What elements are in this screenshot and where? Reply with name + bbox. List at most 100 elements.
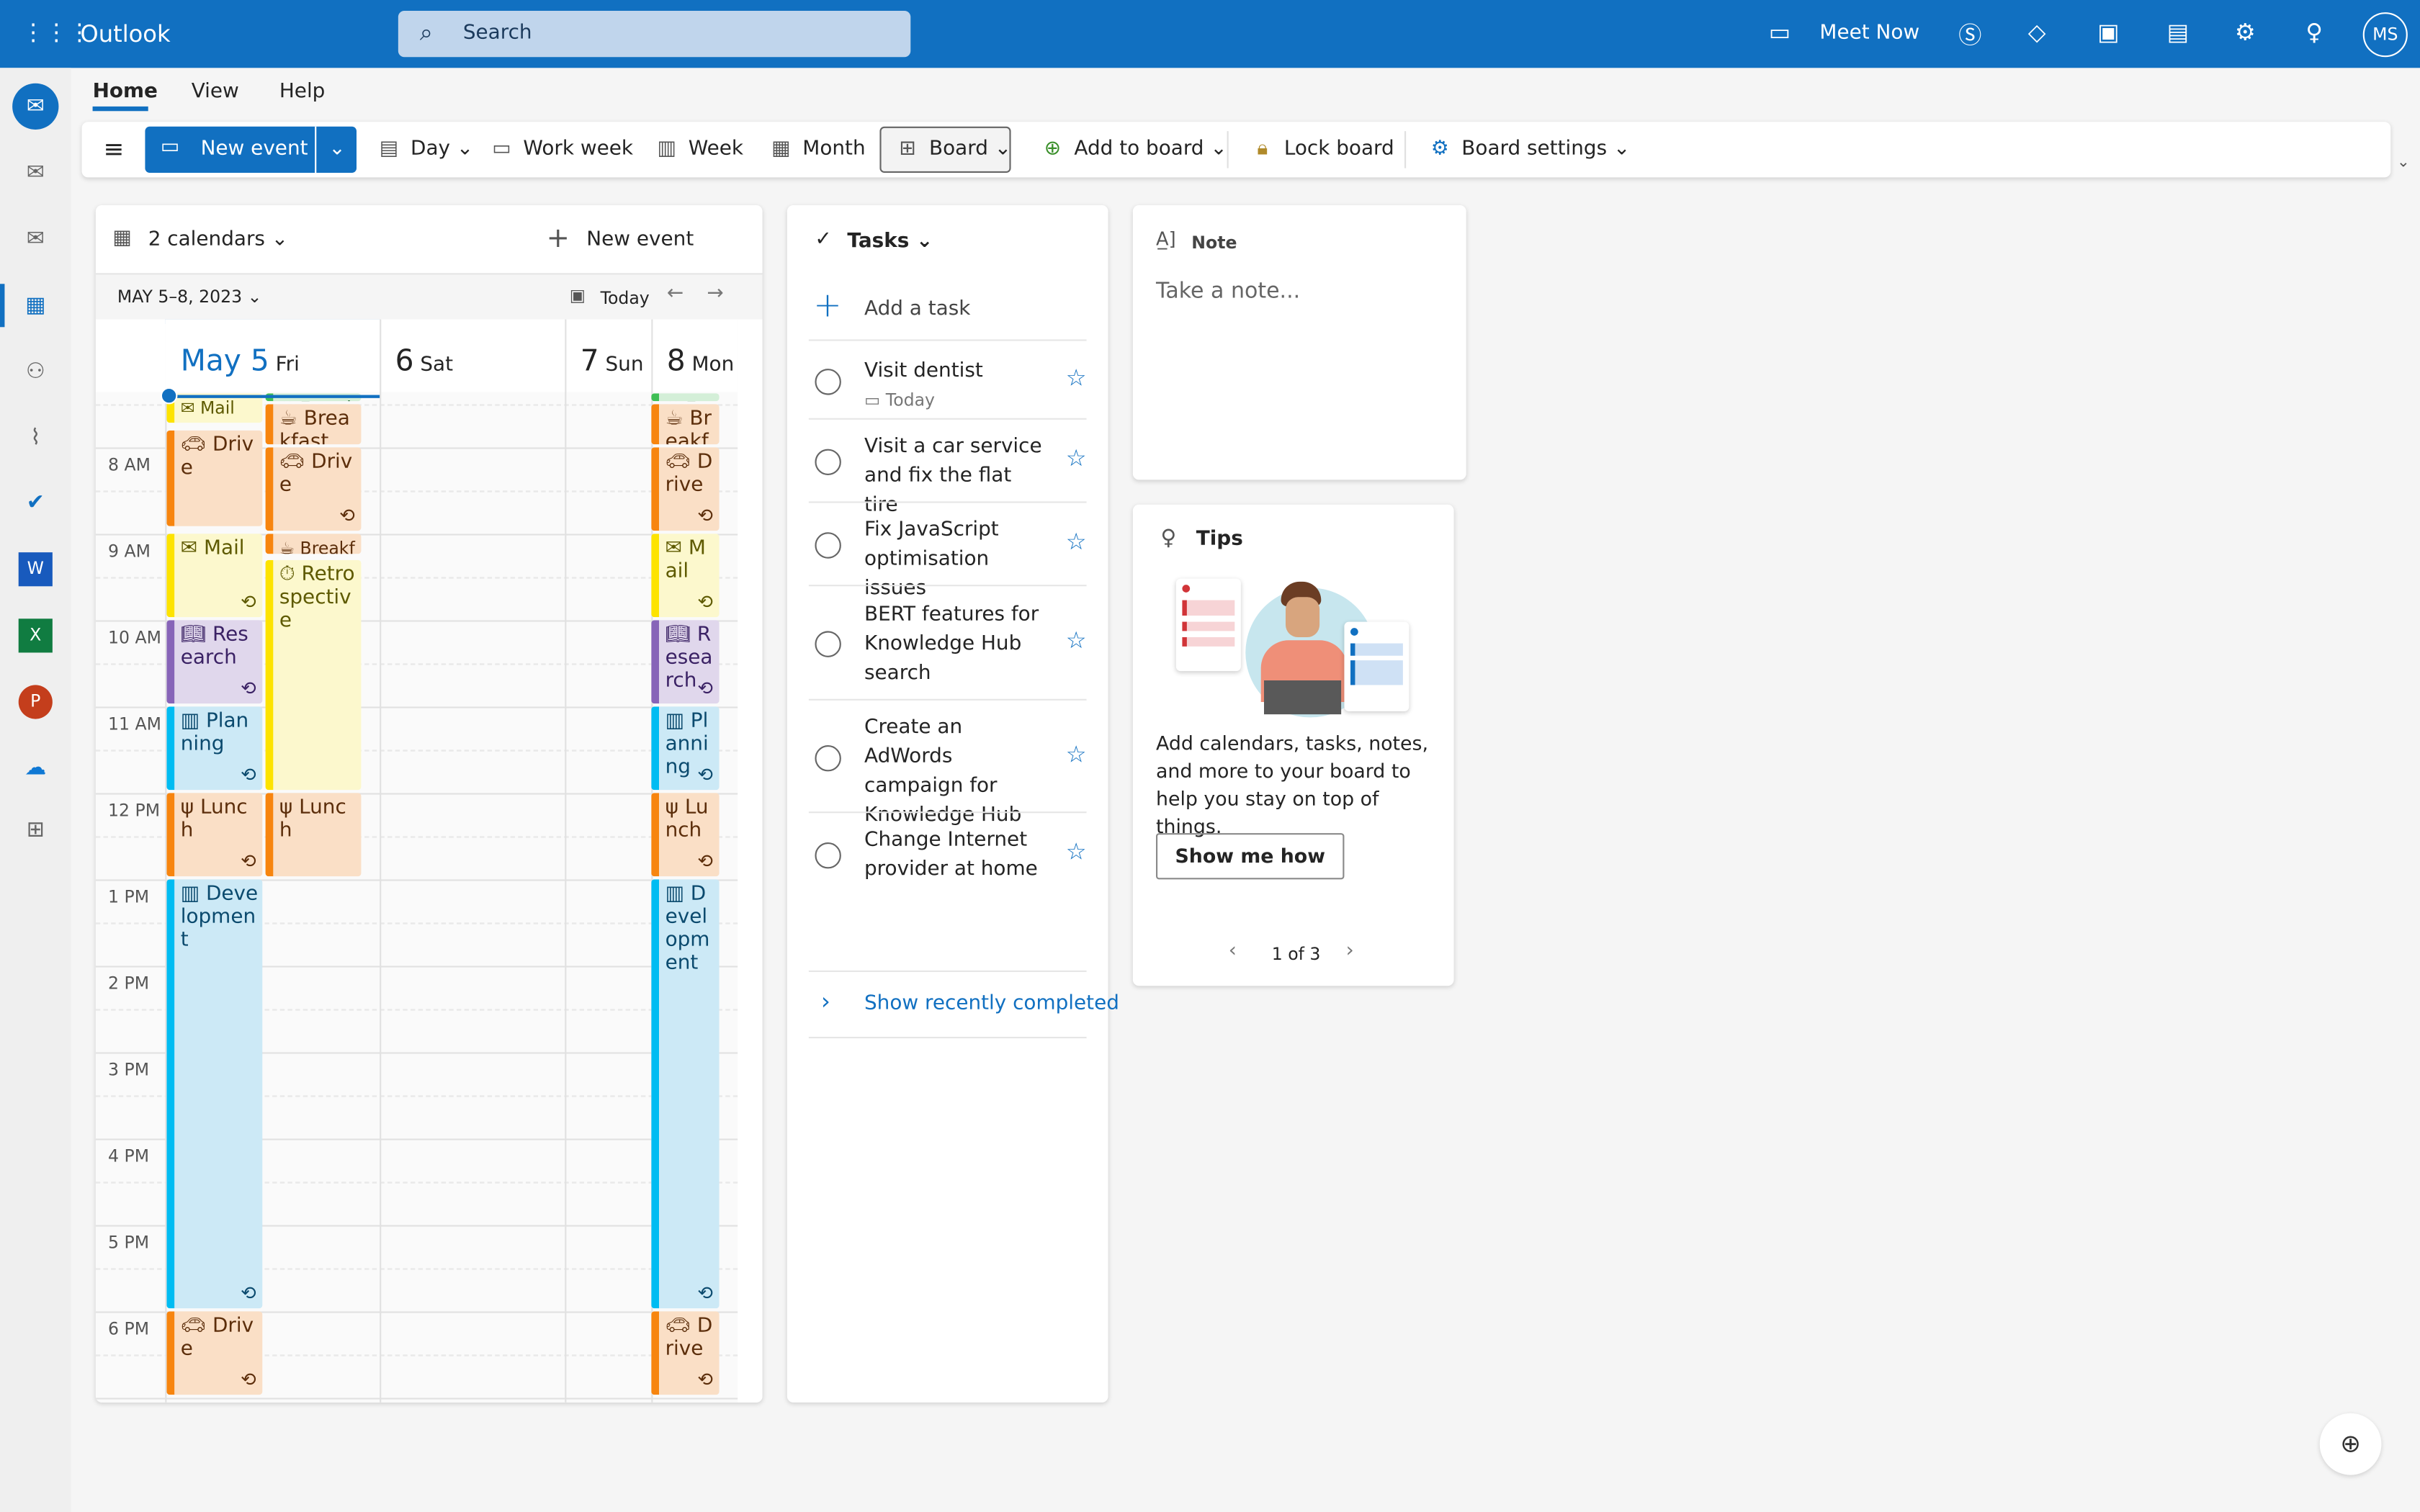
calendar-event[interactable]: 🚗︎ Drive ⟲ [265, 447, 362, 531]
star-icon[interactable]: ☆ [1065, 837, 1087, 866]
todo-icon[interactable]: ✔ [26, 490, 45, 516]
calendar-new-event-button[interactable]: New event [586, 228, 694, 252]
add-to-board-button[interactable]: ⊕ Add to board ⌄ [1040, 131, 1227, 168]
hamburger-icon[interactable]: ≡ [103, 134, 125, 164]
add-task-input[interactable]: Add a task [864, 297, 971, 321]
show-completed-row[interactable]: › Show recently completed [808, 970, 1119, 1039]
board-settings-button[interactable]: ⚙ Board settings ⌄ [1428, 131, 1631, 168]
week-view-button[interactable]: ▥ Week [655, 131, 744, 168]
day-view-button[interactable]: ▤ Day ⌄ [377, 131, 473, 168]
calendar-event[interactable]: 🚗︎ Drive ⟲ [166, 1311, 263, 1395]
more-apps-icon[interactable]: ⊞ [26, 817, 45, 842]
attachment-icon[interactable]: ⌇ [30, 426, 41, 451]
task-item[interactable]: Visit a car service and fix the flat tir… [808, 418, 1087, 517]
calendar-event[interactable]: ψ Lunch ⟲ [651, 793, 720, 877]
calendars-selector[interactable]: 2 calendars ⌄ [148, 228, 289, 252]
calendar-event[interactable]: 📖︎ Research ⟲ [166, 620, 263, 704]
tasks-list-selector[interactable]: Tasks ⌄ [847, 230, 933, 253]
coffee-icon: ☕︎ [279, 407, 297, 431]
calendar-event[interactable]: 🚗︎ Drive ⟲ [651, 447, 720, 531]
task-complete-checkbox[interactable] [815, 532, 841, 559]
task-complete-checkbox[interactable] [815, 631, 841, 657]
task-complete-checkbox[interactable] [815, 449, 841, 475]
scrollbar[interactable] [738, 319, 763, 1403]
task-complete-checkbox[interactable] [815, 842, 841, 869]
chevron-right-icon[interactable]: › [1345, 940, 1354, 963]
calendar-event[interactable]: ⏱︎ Retrospective [265, 559, 362, 791]
meet-now-button[interactable]: Meet Now [1819, 22, 1920, 45]
tab-view[interactable]: View [191, 80, 239, 104]
month-view-button[interactable]: ▦ Month [768, 131, 866, 168]
tips-body: Add calendars, tasks, notes, and more to… [1156, 731, 1429, 838]
today-button[interactable]: Today [600, 288, 650, 309]
task-item[interactable]: Fix JavaScript optimisation issues ☆ [808, 501, 1087, 600]
new-mail-icon[interactable]: ✉ [26, 160, 45, 186]
star-icon[interactable]: ☆ [1065, 739, 1087, 768]
task-item[interactable]: Visit dentist ▭ Today ☆ [808, 339, 1087, 418]
tab-home[interactable]: Home [92, 80, 158, 104]
onedrive-icon[interactable]: ☁ [24, 756, 47, 781]
gear-icon[interactable]: ⚙ [2234, 18, 2256, 47]
ribbon-expand-icon[interactable]: ⌄ [2396, 154, 2410, 171]
star-icon[interactable]: ☆ [1065, 527, 1087, 556]
show-me-how-button[interactable]: Show me how [1156, 833, 1345, 880]
mail-icon[interactable]: ✉ [26, 227, 45, 252]
calendar-event[interactable]: ⚒ Exercise [651, 393, 720, 402]
board-view-button[interactable]: ⊞ Board ⌄ [879, 126, 1011, 173]
calendar-event[interactable]: ☕︎ Breakfast [265, 404, 362, 445]
task-complete-checkbox[interactable] [815, 368, 841, 395]
star-icon[interactable]: ☆ [1065, 626, 1087, 654]
new-event-button[interactable]: ▭ New event ⌄ [145, 126, 357, 173]
lock-board-button[interactable]: 🔒︎ Lock board [1250, 131, 1394, 168]
previous-arrow-icon[interactable]: ← [666, 282, 684, 306]
calendar-event[interactable]: ☕︎ Breakfast [651, 404, 720, 445]
office-icon[interactable]: ▣ [2097, 18, 2120, 47]
date-range-selector[interactable]: MAY 5–8, 2023 ⌄ [117, 287, 262, 307]
star-icon[interactable]: ☆ [1065, 444, 1087, 472]
powerpoint-icon[interactable]: P [18, 685, 53, 719]
calendar-event[interactable]: 🚗︎ Drive ⟲ [651, 1311, 720, 1395]
word-icon[interactable]: W [18, 552, 53, 587]
task-complete-checkbox[interactable] [815, 744, 841, 771]
avatar[interactable]: MS [2362, 12, 2408, 58]
show-completed-link[interactable]: Show recently completed [864, 991, 1119, 1015]
day-header-6[interactable]: 6 Sat [395, 343, 454, 378]
lightbulb-icon[interactable]: ♀ [2305, 18, 2323, 47]
premium-diamond-icon[interactable]: ◇ [2027, 18, 2046, 47]
search-input[interactable]: ⌕ Search [398, 11, 911, 58]
note-input[interactable]: Take a note... [1156, 279, 1301, 305]
calendar-event[interactable]: ✉ Mail ⟲ [651, 534, 720, 618]
calendar-event[interactable]: ψ Lunch [265, 793, 362, 877]
calendar-event[interactable]: ψ Lunch ⟲ [166, 793, 263, 877]
day-header-8[interactable]: 8 Mon [666, 343, 735, 378]
calendar-event[interactable]: ☕︎ Breakfast [265, 534, 362, 554]
my-day-icon[interactable]: ▤ [2166, 18, 2189, 47]
excel-icon[interactable]: X [18, 618, 53, 653]
app-launcher-icon[interactable]: ⋮⋮⋮ [22, 18, 91, 47]
calendar-event[interactable]: ▥ Development ⟲ [166, 879, 263, 1309]
calendar-event[interactable]: ▥ Planning ⟲ [166, 706, 263, 791]
skype-icon[interactable]: Ⓢ [1958, 22, 1982, 50]
calendar-event[interactable]: ▥ Development ⟲ [651, 879, 720, 1309]
work-week-view-button[interactable]: ▭ Work week [489, 131, 633, 168]
chevron-left-icon[interactable]: ‹ [1228, 940, 1237, 963]
day-header-may5[interactable]: May 5 Fri [180, 343, 300, 378]
task-item[interactable]: BERT features for Knowledge Hub search ☆ [808, 585, 1087, 699]
zoom-button[interactable]: ⊕ [2319, 1413, 2382, 1475]
task-item[interactable]: Create an AdWords campaign for Knowledge… [808, 698, 1087, 827]
day-header-7[interactable]: 7 Sun [580, 343, 644, 378]
new-event-dropdown[interactable]: ⌄ [315, 126, 346, 173]
calendar-grid[interactable]: May 5 Fri 6 Sat 7 Sun 8 Mon 8 AM 9 AM 10 A… [95, 319, 738, 1403]
task-item[interactable]: Change Internet provider at home ☆ [808, 811, 1087, 895]
next-arrow-icon[interactable]: → [707, 282, 724, 306]
calendar-event[interactable]: ▥ Planning ⟲ [651, 706, 720, 791]
calendar-event[interactable]: 📖︎ Research ⟲ [651, 620, 720, 704]
outlook-logo-icon[interactable]: ✉ [12, 83, 59, 130]
calendar-event[interactable]: 🚗︎ Drive [166, 430, 263, 527]
calendar-icon[interactable]: ▦ [25, 293, 46, 318]
people-icon[interactable]: ⚇ [25, 359, 45, 384]
tab-help[interactable]: Help [279, 80, 326, 104]
star-icon[interactable]: ☆ [1065, 363, 1087, 392]
calendar-event[interactable]: ✉ Mail ⟲ [166, 534, 263, 618]
divider [1227, 131, 1229, 168]
